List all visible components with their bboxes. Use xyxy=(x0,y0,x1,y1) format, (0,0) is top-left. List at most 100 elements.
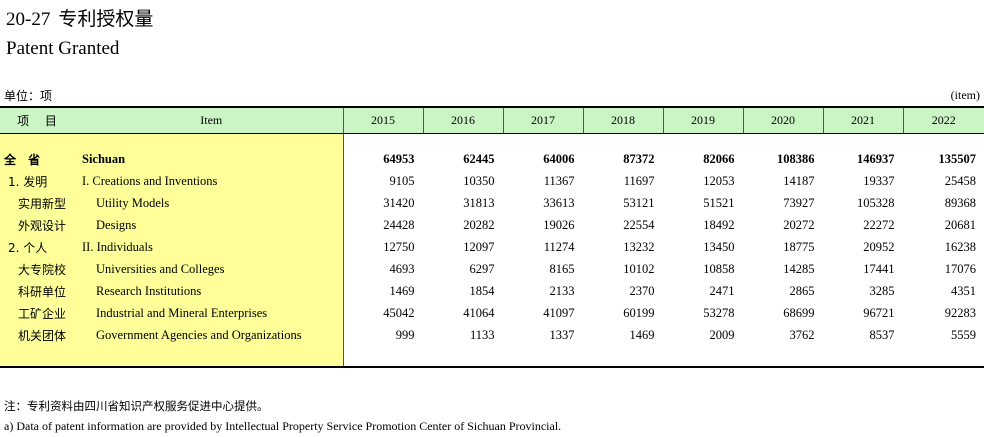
cell-value: 4693 xyxy=(342,258,423,280)
cell-value: 10350 xyxy=(422,170,503,192)
cell-value: 68699 xyxy=(742,302,823,324)
cell-value: 19337 xyxy=(822,170,903,192)
cell-value: 8165 xyxy=(502,258,583,280)
header-year: 2019 xyxy=(662,106,743,134)
row-label-chinese: 2. 个人 xyxy=(0,236,80,258)
table-row: 机关团体 Government Agencies and Organizatio… xyxy=(0,324,984,346)
cell-value: 17441 xyxy=(822,258,903,280)
footnote-english: a) Data of patent information are provid… xyxy=(4,419,562,433)
cell-value: 14285 xyxy=(742,258,823,280)
table-row: 科研单位 Research Institutions 1469 1854 213… xyxy=(0,280,984,302)
cell-value: 60199 xyxy=(582,302,663,324)
cell-value: 9105 xyxy=(342,170,423,192)
cell-value: 8537 xyxy=(822,324,903,346)
cell-value: 31420 xyxy=(342,192,423,214)
table-row: 外观设计 Designs 24428 20282 19026 22554 184… xyxy=(0,214,984,236)
unit-label-chinese: 单位：项 xyxy=(4,89,53,103)
row-label-english: Sichuan xyxy=(80,148,343,170)
cell-value: 19026 xyxy=(502,214,583,236)
cell-value: 3285 xyxy=(822,280,903,302)
cell-value: 51521 xyxy=(662,192,743,214)
header-item-chinese: 项 目 xyxy=(0,106,80,134)
cell-value: 14187 xyxy=(742,170,823,192)
cell-value: 135507 xyxy=(902,148,984,170)
header-year: 2020 xyxy=(742,106,823,134)
cell-value: 1133 xyxy=(422,324,503,346)
table-row: 实用新型 Utility Models 31420 31813 33613 53… xyxy=(0,192,984,214)
cell-value: 22554 xyxy=(582,214,663,236)
cell-value: 4351 xyxy=(902,280,984,302)
header-year: 2022 xyxy=(902,106,984,134)
cell-value: 10102 xyxy=(582,258,663,280)
cell-value: 45042 xyxy=(342,302,423,324)
cell-value: 2865 xyxy=(742,280,823,302)
cell-value: 16238 xyxy=(902,236,984,258)
spacer-row xyxy=(0,133,984,148)
patent-table: 项 目 Item 2015 2016 2017 2018 2019 2020 2… xyxy=(0,106,984,368)
header-row: 项 目 Item 2015 2016 2017 2018 2019 2020 2… xyxy=(0,106,984,134)
cell-value: 11367 xyxy=(502,170,583,192)
cell-value: 20282 xyxy=(422,214,503,236)
row-label-english: II. Individuals xyxy=(80,236,343,258)
cell-value: 105328 xyxy=(822,192,903,214)
title-english: Patent Granted xyxy=(6,38,120,59)
row-label-english: Research Institutions xyxy=(80,280,343,302)
cell-value: 22272 xyxy=(822,214,903,236)
cell-value: 20952 xyxy=(822,236,903,258)
cell-value: 20681 xyxy=(902,214,984,236)
cell-value: 2370 xyxy=(582,280,663,302)
cell-value: 87372 xyxy=(582,148,663,170)
cell-value: 6297 xyxy=(422,258,503,280)
cell-value: 5559 xyxy=(902,324,984,346)
title-chinese: 专利授权量 xyxy=(58,8,154,30)
cell-value: 20272 xyxy=(742,214,823,236)
cell-value: 11274 xyxy=(502,236,583,258)
cell-value: 13232 xyxy=(582,236,663,258)
row-label-chinese: 全 省 xyxy=(0,148,80,170)
cell-value: 1337 xyxy=(502,324,583,346)
row-label-chinese: 大专院校 xyxy=(0,258,80,280)
cell-value: 999 xyxy=(342,324,423,346)
row-label-english: Government Agencies and Organizations xyxy=(80,324,343,346)
cell-value: 53278 xyxy=(662,302,743,324)
cell-value: 13450 xyxy=(662,236,743,258)
header-year: 2018 xyxy=(582,106,663,134)
header-year: 2017 xyxy=(502,106,583,134)
cell-value: 41097 xyxy=(502,302,583,324)
cell-value: 18492 xyxy=(662,214,743,236)
cell-value: 108386 xyxy=(742,148,823,170)
row-label-english: Utility Models xyxy=(80,192,343,214)
table-row: 工矿企业 Industrial and Mineral Enterprises … xyxy=(0,302,984,324)
cell-value: 12750 xyxy=(342,236,423,258)
header-year: 2015 xyxy=(342,106,423,134)
cell-value: 89368 xyxy=(902,192,984,214)
cell-value: 31813 xyxy=(422,192,503,214)
table-row: 1. 发明 I. Creations and Inventions 9105 1… xyxy=(0,170,984,192)
cell-value: 1469 xyxy=(342,280,423,302)
cell-value: 82066 xyxy=(662,148,743,170)
cell-value: 96721 xyxy=(822,302,903,324)
header-item-english: Item xyxy=(80,106,343,134)
row-label-chinese: 科研单位 xyxy=(0,280,80,302)
cell-value: 25458 xyxy=(902,170,984,192)
cell-value: 12097 xyxy=(422,236,503,258)
cell-value: 64953 xyxy=(342,148,423,170)
row-label-chinese: 1. 发明 xyxy=(0,170,80,192)
unit-label-english: (item) xyxy=(950,88,980,102)
cell-value: 62445 xyxy=(422,148,503,170)
cell-value: 41064 xyxy=(422,302,503,324)
spacer-row xyxy=(0,346,984,368)
cell-value: 33613 xyxy=(502,192,583,214)
cell-value: 2009 xyxy=(662,324,743,346)
cell-value: 11697 xyxy=(582,170,663,192)
row-label-english: Designs xyxy=(80,214,343,236)
cell-value: 53121 xyxy=(582,192,663,214)
cell-value: 73927 xyxy=(742,192,823,214)
cell-value: 92283 xyxy=(902,302,984,324)
table-row: 2. 个人 II. Individuals 12750 12097 11274 … xyxy=(0,236,984,258)
cell-value: 12053 xyxy=(662,170,743,192)
cell-value: 1854 xyxy=(422,280,503,302)
row-label-english: Industrial and Mineral Enterprises xyxy=(80,302,343,324)
cell-value: 3762 xyxy=(742,324,823,346)
cell-value: 2471 xyxy=(662,280,743,302)
